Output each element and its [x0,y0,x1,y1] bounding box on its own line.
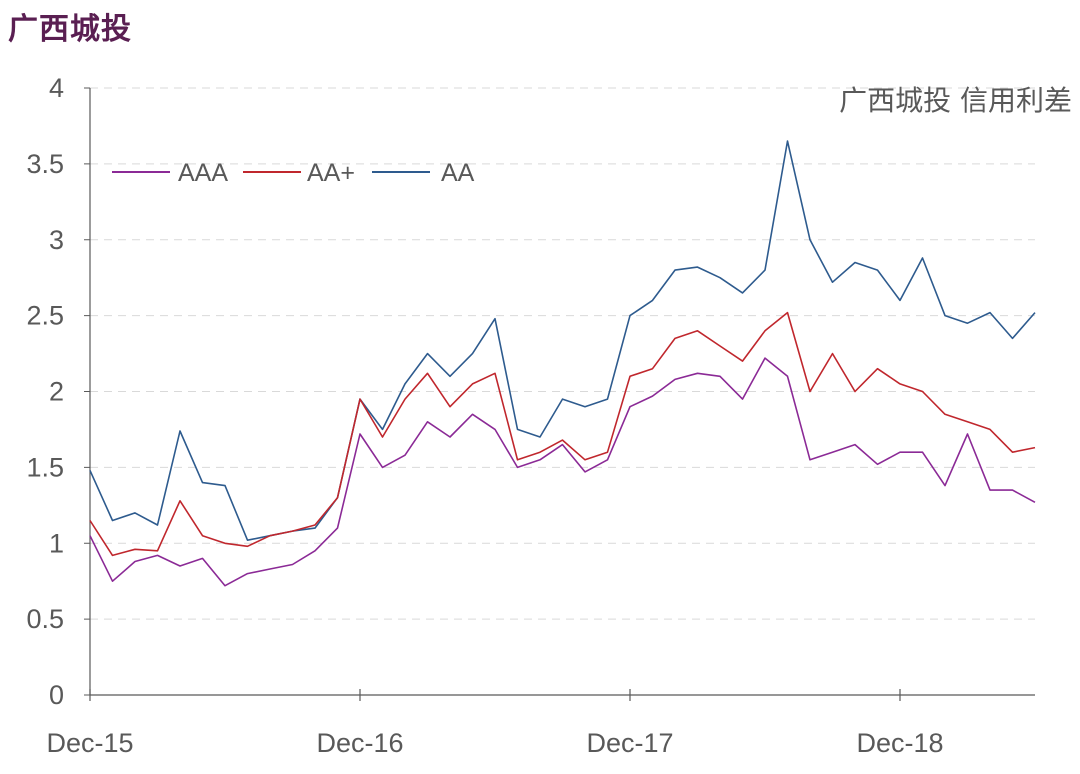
y-tick-label: 1.5 [26,452,64,482]
x-tick-label: Dec-16 [316,728,403,758]
x-axis-ticks: Dec-15 Dec-16 Dec-17 Dec-18 [46,689,944,758]
series-lines [89,140,1036,587]
series-line-aa [89,140,1036,542]
y-tick-label: 0 [49,680,64,710]
legend-label: AA [441,159,475,187]
y-tick-label: 2 [49,377,64,407]
legend-label: AAA [178,159,228,187]
series-line-aaa [89,357,1036,587]
x-tick-label: Dec-17 [586,728,673,758]
y-tick-label: 4 [49,73,64,103]
page-title: 广西城投 [8,12,132,47]
y-tick-label: 2.5 [26,301,64,331]
y-tick-label: 3.5 [26,149,64,179]
y-tick-label: 3 [49,225,64,255]
y-tick-label: 1 [49,528,64,558]
chart-title: 广西城投 信用利差 [839,84,1072,117]
gridlines [90,87,1035,620]
x-tick-label: Dec-18 [856,728,943,758]
x-tick-label: Dec-15 [46,728,133,758]
y-axis-ticks: 0 0.5 1 1.5 2 2.5 3 3.5 4 [26,73,90,710]
legend: AAA AA+ AA [112,159,475,187]
y-tick-label: 0.5 [26,604,64,634]
series-line-aa-plus [89,311,1036,557]
legend-label: AA+ [307,159,355,187]
